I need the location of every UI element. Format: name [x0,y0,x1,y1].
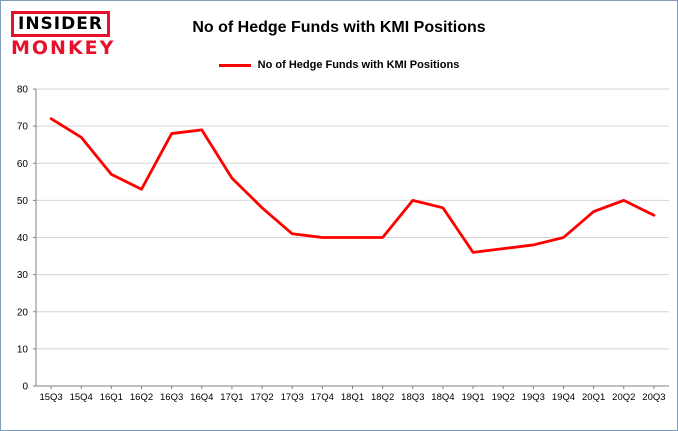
svg-text:16Q1: 16Q1 [100,392,123,403]
svg-text:20Q3: 20Q3 [642,392,665,403]
svg-text:15Q4: 15Q4 [70,392,93,403]
svg-text:60: 60 [17,159,29,170]
svg-text:80: 80 [17,85,29,96]
svg-text:19Q3: 19Q3 [522,392,545,403]
svg-text:18Q4: 18Q4 [431,392,454,403]
svg-text:19Q4: 19Q4 [552,392,575,403]
svg-text:20Q2: 20Q2 [612,392,635,403]
svg-text:17Q4: 17Q4 [311,392,334,403]
svg-text:17Q2: 17Q2 [250,392,273,403]
svg-text:19Q2: 19Q2 [492,392,515,403]
svg-text:17Q3: 17Q3 [281,392,304,403]
logo-monkey-text: MONKEY [11,37,116,59]
page-title: No of Hedge Funds with KMI Positions [192,19,486,36]
svg-text:40: 40 [17,233,29,244]
svg-text:50: 50 [17,196,29,207]
svg-text:30: 30 [17,270,29,281]
legend-label: No of Hedge Funds with KMI Positions [257,59,460,71]
svg-text:70: 70 [17,122,29,133]
svg-text:19Q1: 19Q1 [461,392,484,403]
svg-text:16Q2: 16Q2 [130,392,153,403]
svg-text:20Q1: 20Q1 [582,392,605,403]
svg-text:16Q4: 16Q4 [190,392,213,403]
line-chart: 0 10 20 30 40 50 60 70 80 15Q3 15Q4 16Q1 16Q2 16Q3 16Q… [17,85,669,403]
svg-text:20: 20 [17,307,29,318]
svg-text:0: 0 [22,382,28,393]
logo-insider-text: INSIDER [11,11,110,37]
chart-legend: No of Hedge Funds with KMI Positions [1,59,677,71]
insider-monkey-logo: INSIDER MONKEY [11,11,115,58]
svg-text:10: 10 [17,344,29,355]
svg-text:16Q3: 16Q3 [160,392,183,403]
svg-text:18Q1: 18Q1 [341,392,364,403]
svg-text:17Q1: 17Q1 [220,392,243,403]
svg-text:18Q2: 18Q2 [371,392,394,403]
svg-text:15Q3: 15Q3 [39,392,62,403]
svg-text:18Q3: 18Q3 [401,392,424,403]
legend-line-swatch [218,63,251,67]
